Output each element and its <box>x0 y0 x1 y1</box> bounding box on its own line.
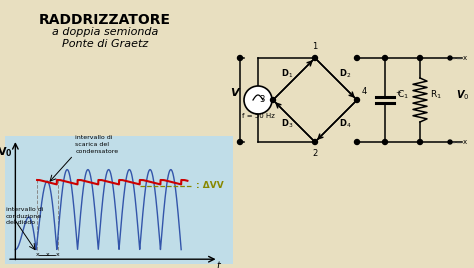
Circle shape <box>244 86 272 114</box>
Text: intervallo di
conduzione
del diodo: intervallo di conduzione del diodo <box>6 207 44 225</box>
Text: D$_3$: D$_3$ <box>281 117 293 129</box>
Text: x: x <box>46 252 49 257</box>
Circle shape <box>448 56 452 60</box>
Text: D$_4$: D$_4$ <box>339 117 351 129</box>
Circle shape <box>355 98 359 102</box>
Text: x: x <box>36 252 40 257</box>
Text: a doppia semionda: a doppia semionda <box>52 27 158 37</box>
Circle shape <box>355 55 359 61</box>
Bar <box>5 136 233 264</box>
Text: x: x <box>56 252 60 257</box>
Text: : ΔVV: : ΔVV <box>196 181 223 190</box>
Circle shape <box>448 140 452 144</box>
Text: D$_2$: D$_2$ <box>339 67 351 80</box>
Circle shape <box>355 140 359 144</box>
Text: 2: 2 <box>312 149 318 158</box>
Circle shape <box>418 140 422 144</box>
Circle shape <box>237 140 243 144</box>
Text: 3: 3 <box>260 95 265 105</box>
Text: x: x <box>463 139 467 145</box>
Circle shape <box>237 55 243 61</box>
Text: 4: 4 <box>362 87 367 96</box>
Circle shape <box>271 98 275 102</box>
Text: Ponte di Graetz: Ponte di Graetz <box>62 39 148 49</box>
Circle shape <box>312 140 318 144</box>
Circle shape <box>383 140 388 144</box>
Text: D$_1$: D$_1$ <box>281 67 293 80</box>
Text: 1: 1 <box>312 42 318 51</box>
Circle shape <box>418 55 422 61</box>
Text: $\mathbf{V_0}$: $\mathbf{V_0}$ <box>0 146 12 159</box>
Text: t: t <box>217 261 220 268</box>
Text: intervallo di
scarica del
condensatore: intervallo di scarica del condensatore <box>75 135 118 154</box>
Text: V$_0$: V$_0$ <box>456 88 470 102</box>
Text: x: x <box>463 55 467 61</box>
Circle shape <box>383 55 388 61</box>
Circle shape <box>312 55 318 61</box>
Text: RADDRIZZATORE: RADDRIZZATORE <box>39 13 171 27</box>
Text: +: + <box>395 90 401 96</box>
Text: f = 50 Hz: f = 50 Hz <box>242 113 275 119</box>
Text: R$_1$: R$_1$ <box>430 89 442 101</box>
Text: V: V <box>230 88 239 98</box>
Text: C$_1$: C$_1$ <box>397 89 409 101</box>
